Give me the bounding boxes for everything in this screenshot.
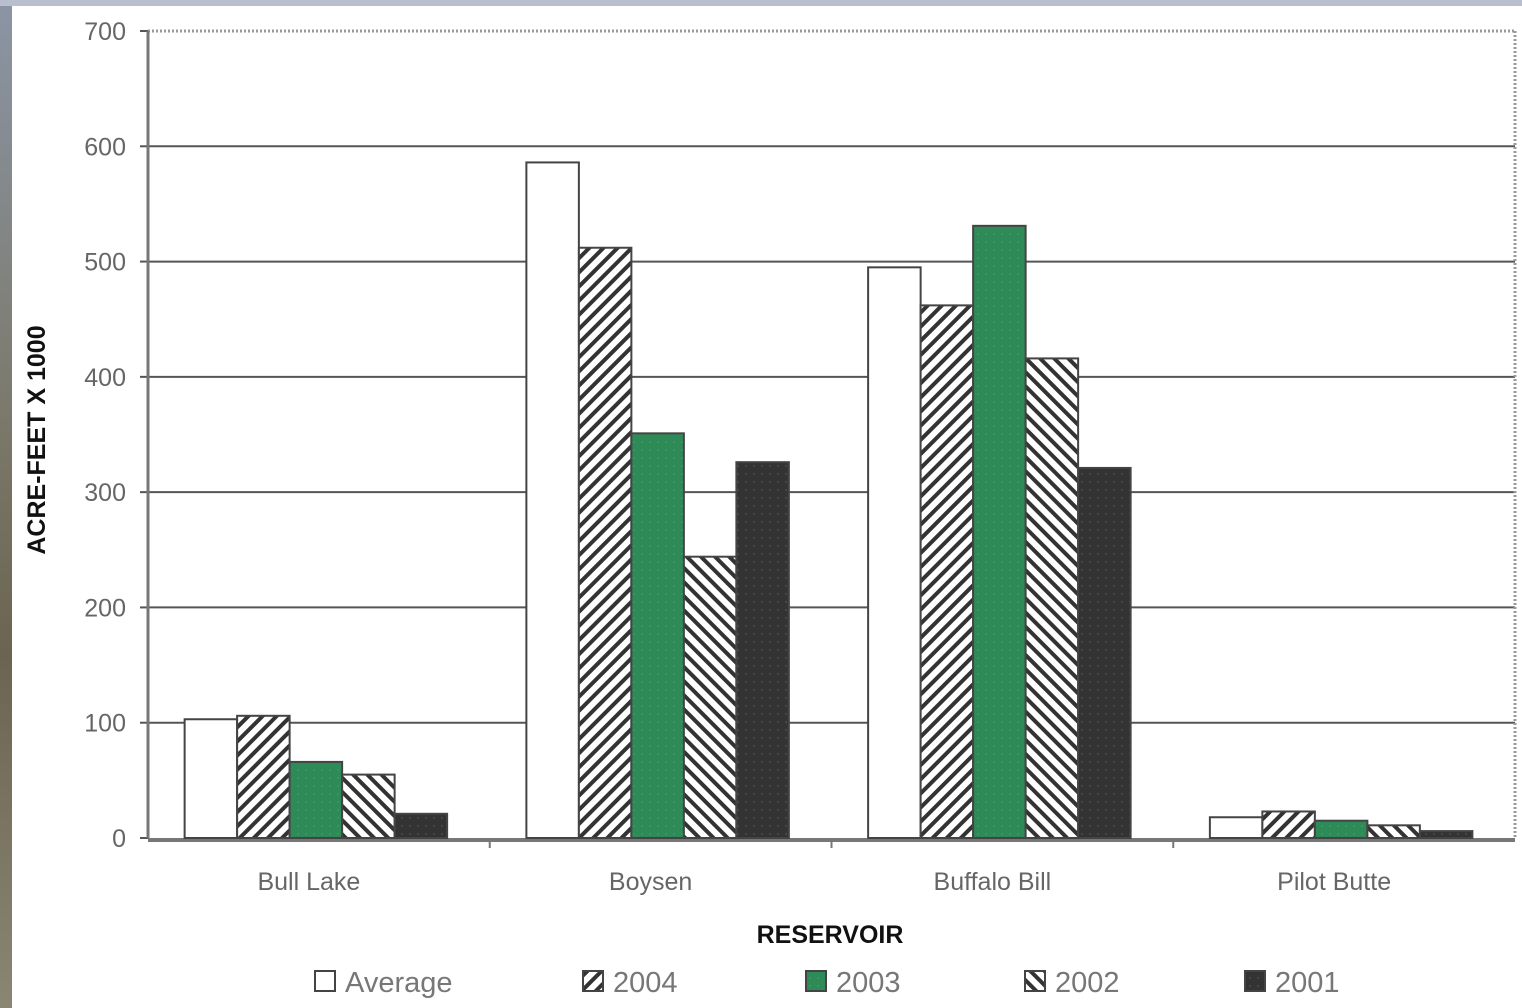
legend-swatch: [805, 970, 827, 992]
bars: [183, 161, 1474, 840]
bar-2004-boysen: [577, 246, 633, 840]
bar-2003-buffalo-bill: [972, 224, 1027, 839]
x-axis-title: RESERVOIR: [757, 921, 904, 949]
bar-2001-buffalo-bill: [1077, 466, 1132, 839]
x-category-label: Bull Lake: [257, 868, 360, 896]
legend: Average 2004 2003 2002 2001: [314, 967, 1340, 999]
x-category-label: Buffalo Bill: [934, 868, 1052, 896]
y-tick-label: 500: [84, 249, 126, 277]
bar-2003-pilot-butte: [1313, 819, 1369, 840]
background-photo-strip: [0, 0, 12, 1008]
legend-label: Average: [345, 967, 453, 999]
bar-2002-bull-lake: [341, 773, 396, 839]
legend-swatch: [1244, 970, 1266, 992]
y-axis-title: ACRE-FEET X 1000: [23, 325, 51, 554]
x-category-label: Pilot Butte: [1277, 868, 1391, 896]
bar-2004-pilot-butte: [1261, 810, 1316, 840]
legend-swatch: [582, 970, 604, 992]
x-category-label: Boysen: [609, 868, 692, 896]
y-tick-label: 100: [84, 710, 126, 738]
legend-label: 2004: [613, 967, 678, 999]
legend-label: 2002: [1055, 967, 1120, 999]
y-tick-label: 300: [84, 479, 126, 507]
legend-swatch: [314, 970, 336, 992]
bar-2001-bull-lake: [393, 812, 449, 839]
legend-label: 2001: [1275, 967, 1340, 999]
bar-2003-boysen: [630, 432, 685, 839]
y-tick-label: 0: [112, 825, 126, 853]
legend-label: 2003: [836, 967, 901, 999]
gridlines: [148, 145, 1515, 724]
bar-2001-pilot-butte: [1418, 830, 1474, 840]
y-tick-label: 600: [84, 133, 126, 161]
bar-average-buffalo-bill: [867, 266, 922, 840]
labels: 0 100 200 300 400 500 600 700 Bull Lake Boysen Buf…: [84, 18, 1391, 896]
y-tick-label: 200: [84, 594, 126, 622]
y-tick-label: 400: [84, 364, 126, 392]
bar-average-pilot-butte: [1208, 816, 1264, 840]
bar-2002-boysen: [682, 555, 738, 840]
bar-2001-boysen: [735, 461, 790, 839]
bar-2002-pilot-butte: [1366, 824, 1421, 839]
bar-average-bull-lake: [183, 718, 239, 840]
bar-average-boysen: [525, 161, 580, 839]
axes: [140, 29, 1517, 848]
bar-2003-bull-lake: [288, 760, 344, 840]
bar-2004-buffalo-bill: [919, 304, 975, 839]
background-top-strip: [0, 0, 1522, 6]
y-tick-label: 700: [84, 18, 126, 46]
bar-2004-bull-lake: [236, 714, 291, 839]
legend-swatch: [1024, 970, 1046, 992]
bar-2002-buffalo-bill: [1024, 357, 1080, 839]
